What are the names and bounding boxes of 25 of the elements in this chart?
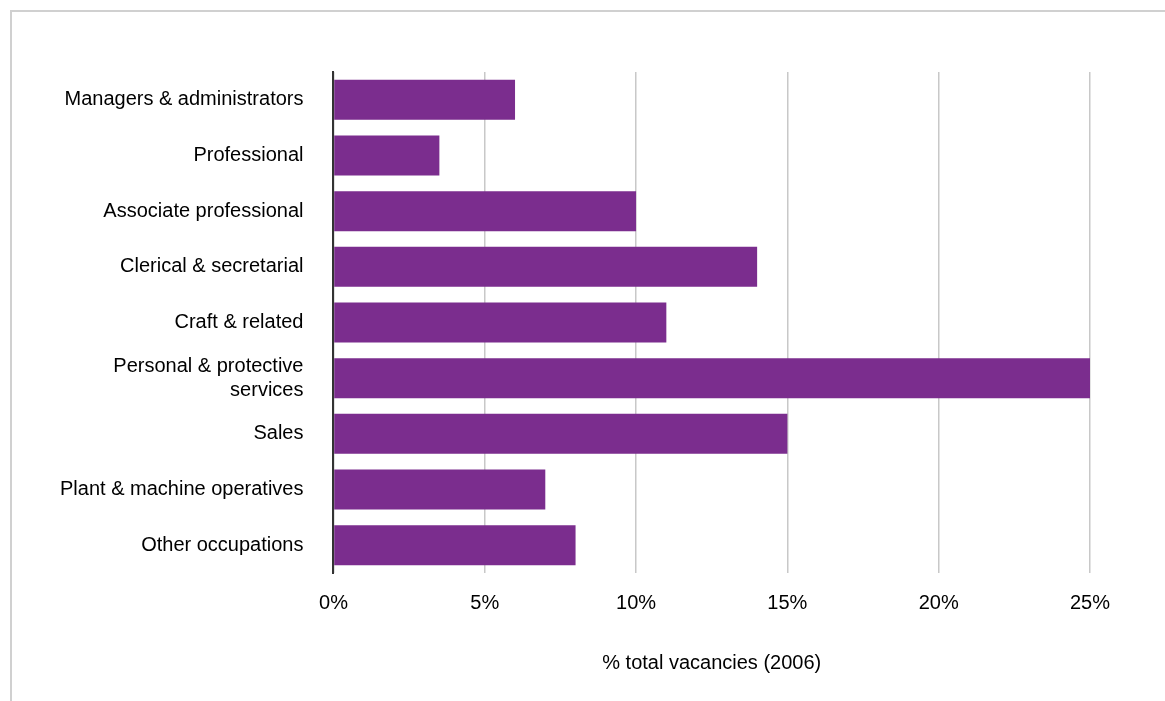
- bar: [334, 79, 516, 120]
- x-tick-label: 5%: [470, 590, 500, 613]
- y-tick-label: Other occupations: [141, 532, 304, 555]
- x-tick-label: 0%: [319, 590, 349, 613]
- bar: [334, 525, 576, 566]
- y-tick-label: Sales: [253, 421, 304, 444]
- y-tick-label: Managers & administrators: [64, 87, 304, 110]
- x-tick-label: 15%: [767, 590, 808, 613]
- y-tick-label: Plant & machine operatives: [60, 477, 304, 500]
- bar: [334, 358, 1090, 399]
- x-axis-title: % total vacancies (2006): [602, 650, 822, 673]
- bar: [334, 302, 667, 343]
- x-tick-label: 25%: [1069, 590, 1111, 613]
- y-tick-label: Associate professional: [103, 198, 304, 221]
- y-tick-label: Clerical & secretarial: [120, 254, 304, 277]
- y-tick-label: Personal & protective services: [113, 353, 304, 400]
- bar: [334, 413, 788, 454]
- bar: [334, 246, 758, 287]
- y-tick-label: Professional: [193, 143, 304, 166]
- x-tick-label: 20%: [918, 590, 959, 613]
- bar: [334, 135, 440, 176]
- bar: [334, 191, 637, 232]
- y-tick-label: Craft & related: [174, 310, 304, 333]
- x-tick-label: 10%: [616, 590, 657, 613]
- bar: [334, 469, 546, 510]
